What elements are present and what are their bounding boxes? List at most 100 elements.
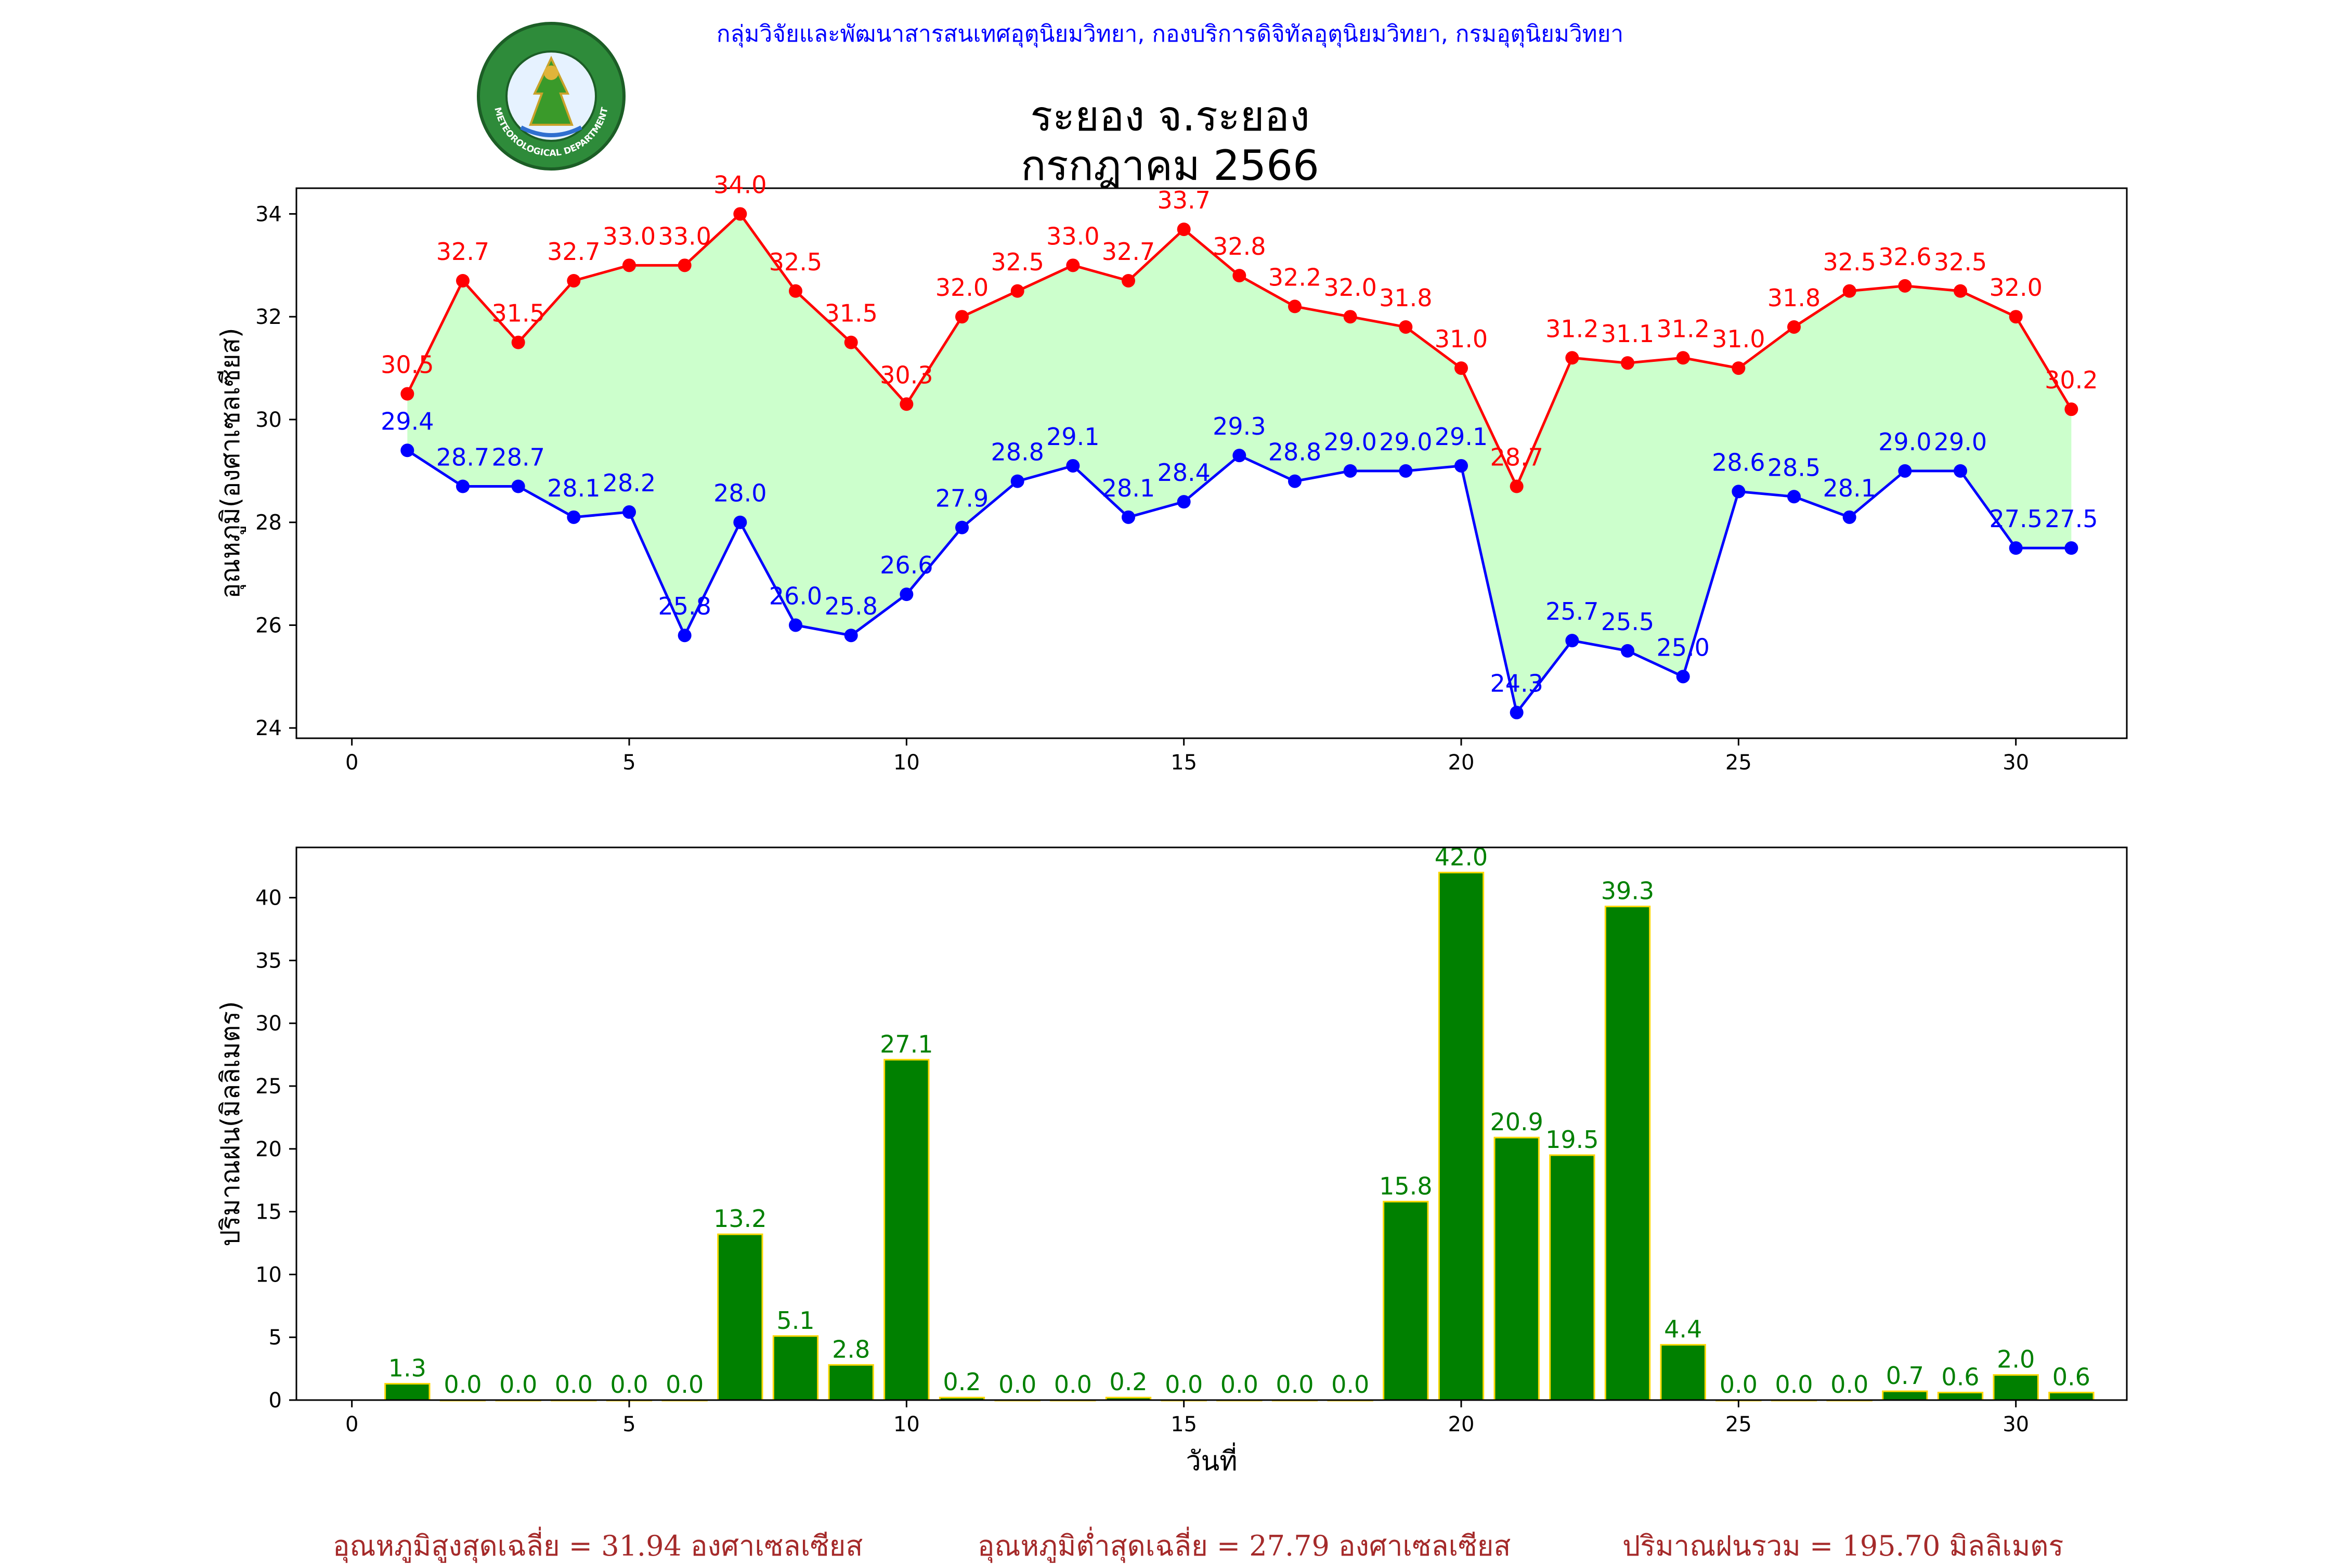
min-temperature-point: [955, 520, 969, 534]
min-temperature-point: [1454, 459, 1468, 473]
chart-title-month: กรกฎาคม 2566: [1021, 141, 1319, 190]
min-temperature-label: 27.5: [2045, 505, 2098, 533]
logo-text-top: กรมอุตุนิยมวิทยา: [473, 21, 573, 25]
rainfall-bar: [1660, 1344, 1706, 1401]
min-temperature-label: 25.8: [658, 592, 711, 620]
max-temperature-point: [1288, 299, 1302, 313]
max-temperature-label: 30.2: [2045, 366, 2098, 394]
footer-min-average: อุณหภูมิต่ำสุดเฉลี่ย = 27.79 องศาเซลเซีย…: [978, 1530, 1511, 1562]
min-temperature-label: 28.6: [1712, 448, 1765, 476]
max-temperature-point: [567, 273, 581, 288]
min-temperature-label: 28.1: [1102, 474, 1155, 502]
min-temperature-label: 28.8: [991, 438, 1044, 466]
min-temperature-point: [1842, 510, 1856, 524]
min-temperature-label: 28.1: [547, 474, 600, 502]
max-temperature-point: [1343, 310, 1357, 324]
rainfall-bar: [2048, 1392, 2095, 1401]
max-temperature-point: [1510, 479, 1524, 493]
rainfall-y-axis-label: ปริมาณฝน(มิลลิเมตร): [215, 1001, 245, 1246]
y-tick-label: 32: [255, 305, 282, 329]
x-tick-label: 15: [1171, 751, 1197, 775]
min-temperature-label: 29.0: [1878, 428, 1931, 456]
rainfall-bar: [1937, 1392, 1984, 1401]
min-temperature-label: 29.1: [1046, 423, 1099, 451]
max-temperature-point: [456, 273, 470, 288]
min-temperature-point: [1676, 670, 1690, 684]
rainfall-bar-label: 0.0: [1165, 1370, 1203, 1399]
max-temperature-label: 32.7: [547, 238, 600, 266]
min-temperature-label: 28.2: [603, 469, 656, 497]
y-tick-label: 28: [255, 511, 282, 535]
rainfall-bar: [1493, 1136, 1540, 1401]
y-tick-label: 30: [255, 1012, 282, 1036]
min-temperature-label: 28.1: [1823, 474, 1876, 502]
max-temperature-point: [733, 207, 747, 221]
min-temperature-point: [1232, 449, 1246, 463]
min-temperature-point: [511, 479, 525, 493]
max-temperature-label: 31.0: [1712, 325, 1765, 353]
rainfall-bar-label: 39.3: [1601, 877, 1654, 905]
max-temperature-label: 30.3: [880, 361, 933, 389]
max-temperature-label: 33.7: [1157, 186, 1210, 214]
rainfall-bar: [828, 1364, 874, 1401]
rainfall-bar-label: 20.9: [1490, 1108, 1543, 1136]
max-temperature-label: 32.5: [991, 248, 1044, 276]
max-temperature-label: 32.5: [1823, 248, 1876, 276]
min-temperature-point: [1122, 510, 1135, 524]
min-temperature-point: [1066, 459, 1080, 473]
min-temperature-point: [900, 587, 914, 602]
max-temperature-label: 28.7: [1490, 443, 1543, 471]
max-temperature-label: 30.5: [381, 351, 434, 379]
max-temperature-point: [678, 258, 692, 272]
x-tick-label: 15: [1171, 1413, 1197, 1436]
max-temperature-point: [1232, 269, 1246, 283]
min-temperature-label: 25.5: [1601, 608, 1654, 636]
rainfall-bar-label: 0.0: [998, 1370, 1036, 1399]
x-tick-label: 0: [345, 751, 358, 775]
rainfall-bar-label: 1.3: [388, 1354, 426, 1382]
max-temperature-label: 31.0: [1435, 325, 1488, 353]
agency-header: กลุ่มวิจัยและพัฒนาสารสนเทศอุตุนิยมวิทยา,…: [716, 21, 1624, 47]
max-temperature-label: 31.8: [1767, 284, 1821, 312]
max-temperature-point: [1010, 284, 1024, 298]
rainfall-bar-label: 0.0: [1331, 1370, 1369, 1399]
min-temperature-label: 25.8: [824, 592, 877, 620]
temperature-y-axis-label: อุณหภูมิ(องศาเซลเซียส): [215, 328, 246, 598]
min-temperature-point: [1399, 464, 1413, 478]
x-tick-label: 5: [622, 751, 635, 775]
min-temperature-point: [622, 505, 636, 519]
rainfall-bar-label: 0.0: [666, 1370, 704, 1399]
temperature-chart: 0 5 10 15 20 25 30 24 26 28 30 32 34 อุณหภูมิ(องศาเซล…: [215, 171, 2128, 775]
rainfall-x-axis-label: วันที่: [1186, 1442, 1237, 1477]
temperature-range-fill: [407, 214, 2072, 713]
rainfall-bar-label: 4.4: [1664, 1315, 1702, 1343]
x-tick-label: 10: [893, 1413, 920, 1436]
max-temperature-label: 31.2: [1545, 315, 1598, 343]
max-temperature-point: [511, 335, 525, 349]
max-temperature-point: [900, 397, 914, 411]
y-tick-label: 40: [255, 886, 282, 910]
rainfall-bar-label: 0.0: [1720, 1370, 1758, 1399]
min-temperature-point: [1621, 644, 1634, 658]
max-temperature-point: [1066, 258, 1080, 272]
rainfall-bar-label: 0.0: [1775, 1370, 1813, 1399]
max-temperature-label: 32.0: [1989, 273, 2042, 302]
max-temperature-label: 32.7: [1102, 238, 1155, 266]
x-tick-label: 25: [1725, 751, 1752, 775]
rainfall-bar-label: 0.0: [555, 1370, 593, 1399]
min-temperature-point: [1787, 490, 1801, 504]
max-temperature-point: [622, 258, 636, 272]
max-temperature-label: 34.0: [713, 171, 766, 199]
min-temperature-label: 28.8: [1268, 438, 1321, 466]
min-temperature-label: 28.0: [713, 479, 766, 507]
min-temperature-point: [844, 629, 858, 643]
min-temperature-point: [789, 618, 802, 632]
min-temperature-point: [2064, 541, 2078, 555]
rainfall-bar: [1549, 1154, 1595, 1401]
min-temperature-label: 28.5: [1767, 453, 1821, 481]
rainfall-bar-label: 2.0: [1997, 1345, 2035, 1374]
min-temperature-label: 29.4: [381, 407, 434, 435]
max-temperature-label: 32.8: [1213, 232, 1266, 260]
min-temperature-label: 26.6: [880, 551, 933, 579]
